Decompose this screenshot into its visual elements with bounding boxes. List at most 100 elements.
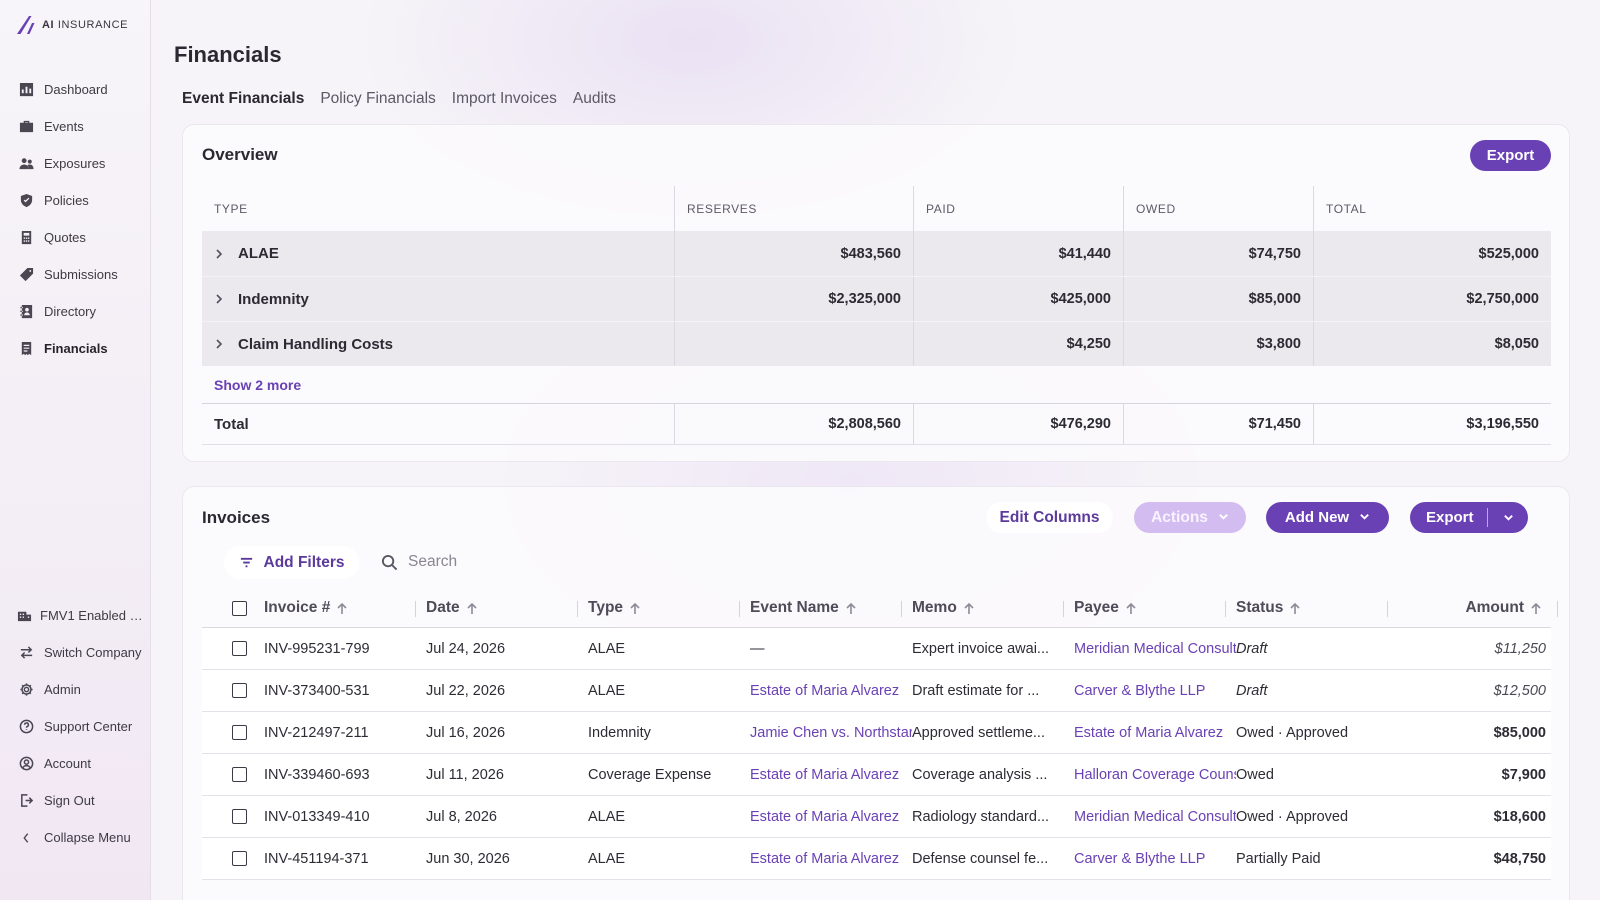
status: Draft xyxy=(1236,682,1268,699)
overview-body: ALAE $483,560 $41,440 $74,750 $525,000 I… xyxy=(202,231,1551,366)
add-filters-label: Add Filters xyxy=(263,553,345,571)
nav-item-directory[interactable]: Directory xyxy=(0,293,150,330)
building-icon xyxy=(16,608,32,624)
table-row[interactable]: INV-339460-693 Jul 11, 2026 Coverage Exp… xyxy=(202,754,1551,796)
table-row[interactable]: INV-212497-211 Jul 16, 2026 Indemnity Ja… xyxy=(202,712,1551,754)
brand-name: AI INSURANCE xyxy=(42,19,129,31)
switch-company-button[interactable]: Switch Company xyxy=(0,634,150,671)
nav-item-dashboard[interactable]: Dashboard xyxy=(0,71,150,108)
overview-type-cell: Indemnity xyxy=(202,277,674,321)
collapse-label: Collapse Menu xyxy=(44,830,131,845)
nav-item-policies[interactable]: Policies xyxy=(0,182,150,219)
column-header-invoice[interactable]: Invoice # xyxy=(264,589,426,627)
column-header-event-name[interactable]: Event Name xyxy=(750,589,912,627)
admin-button[interactable]: Admin xyxy=(0,671,150,708)
overview-owed: $85,000 xyxy=(1123,277,1313,321)
overview-row-claim-handling[interactable]: Claim Handling Costs $4,250 $3,800 $8,05… xyxy=(202,321,1551,366)
nav-item-submissions[interactable]: Submissions xyxy=(0,256,150,293)
row-checkbox[interactable] xyxy=(232,767,247,782)
tab-policy-financials[interactable]: Policy Financials xyxy=(320,90,436,107)
column-header-memo[interactable]: Memo xyxy=(912,589,1074,627)
sign-out-button[interactable]: Sign Out xyxy=(0,782,150,819)
row-checkbox[interactable] xyxy=(232,851,247,866)
overview-row-alae[interactable]: ALAE $483,560 $41,440 $74,750 $525,000 xyxy=(202,231,1551,276)
tab-event-financials[interactable]: Event Financials xyxy=(182,90,305,107)
table-row[interactable]: INV-451194-371 Jun 30, 2026 ALAE Estate … xyxy=(202,838,1551,880)
column-header-date[interactable]: Date xyxy=(426,589,588,627)
total-total: $3,196,550 xyxy=(1313,404,1551,444)
sort-arrow-icon[interactable] xyxy=(1289,602,1301,615)
sort-arrow-icon[interactable] xyxy=(963,602,975,615)
chevron-right-icon[interactable] xyxy=(214,248,228,259)
sort-arrow-icon[interactable] xyxy=(336,602,348,615)
add-new-button[interactable]: Add New xyxy=(1266,502,1389,533)
payee-link[interactable]: Halloran Coverage Counsel xyxy=(1074,766,1236,783)
chevron-right-icon[interactable] xyxy=(214,339,228,349)
sort-arrow-icon[interactable] xyxy=(466,602,478,615)
select-all-checkbox[interactable] xyxy=(232,600,247,616)
sort-arrow-icon[interactable] xyxy=(845,602,857,615)
row-checkbox[interactable] xyxy=(232,725,247,740)
sort-arrow-icon[interactable] xyxy=(629,602,641,615)
payee-link[interactable]: Estate of Maria Alvarez xyxy=(1074,724,1224,741)
overview-total: $8,050 xyxy=(1313,322,1551,366)
status: Partially Paid xyxy=(1236,850,1321,867)
add-filters-button[interactable]: Add Filters xyxy=(224,546,359,579)
overview-export-button[interactable]: Export xyxy=(1470,140,1551,171)
payee-link[interactable]: Meridian Medical Consulting xyxy=(1074,808,1236,825)
support-label: Support Center xyxy=(44,719,133,734)
account-button[interactable]: Account xyxy=(0,745,150,782)
row-select-cell xyxy=(202,809,264,824)
event-name-link[interactable]: Estate of Maria Alvarez xyxy=(750,808,900,825)
overview-total: $525,000 xyxy=(1313,231,1551,276)
nav-item-exposures[interactable]: Exposures xyxy=(0,145,150,182)
nav-item-financials[interactable]: Financials xyxy=(0,330,150,367)
admin-label: Admin xyxy=(44,682,81,697)
overview-owed: $74,750 xyxy=(1123,231,1313,276)
column-header-amount[interactable]: Amount xyxy=(1398,589,1558,627)
switch-arrows-icon xyxy=(18,645,34,661)
status: Draft xyxy=(1236,640,1268,657)
event-name-link[interactable]: Estate of Maria Alvarez xyxy=(750,682,900,699)
overview-row-indemnity[interactable]: Indemnity $2,325,000 $425,000 $85,000 $2… xyxy=(202,276,1551,321)
row-checkbox[interactable] xyxy=(232,683,247,698)
header-label: Type xyxy=(588,599,624,616)
sort-arrow-icon[interactable] xyxy=(1530,602,1542,615)
header-label: Event Name xyxy=(750,599,839,616)
support-center-button[interactable]: Support Center xyxy=(0,708,150,745)
event-name-link[interactable]: Estate of Maria Alvarez xyxy=(750,766,900,783)
tab-import-invoices[interactable]: Import Invoices xyxy=(451,90,557,107)
edit-columns-button[interactable]: Edit Columns xyxy=(986,502,1113,533)
row-checkbox[interactable] xyxy=(232,641,247,656)
invoice-number: INV-995231-799 xyxy=(264,640,370,657)
row-checkbox[interactable] xyxy=(232,809,247,824)
briefcase-icon xyxy=(18,119,34,135)
event-name-link[interactable]: Estate of Maria Alvarez xyxy=(750,850,900,867)
table-row[interactable]: INV-013349-410 Jul 8, 2026 ALAE Estate o… xyxy=(202,796,1551,838)
column-header-type[interactable]: Type xyxy=(588,589,750,627)
event-name-link[interactable]: Jamie Chen vs. Northstar xyxy=(750,724,912,741)
search-input[interactable] xyxy=(408,553,648,571)
payee-link[interactable]: Carver & Blythe LLP xyxy=(1074,682,1206,699)
column-header-status[interactable]: Status xyxy=(1236,589,1398,627)
table-row[interactable]: INV-995231-799 Jul 24, 2026 ALAE — Exper… xyxy=(202,628,1551,670)
column-header-payee[interactable]: Payee xyxy=(1074,589,1236,627)
chevron-right-icon[interactable] xyxy=(214,294,228,304)
nav-item-events[interactable]: Events xyxy=(0,108,150,145)
total-reserves: $2,808,560 xyxy=(674,404,913,444)
collapse-menu-button[interactable]: Collapse Menu xyxy=(0,819,150,856)
export-dropdown-toggle[interactable] xyxy=(1488,512,1528,523)
chart-icon xyxy=(18,82,34,98)
company-selector[interactable]: FMV1 Enabled … xyxy=(0,597,150,634)
payee-link[interactable]: Carver & Blythe LLP xyxy=(1074,850,1206,867)
logo[interactable]: AI INSURANCE xyxy=(16,15,128,35)
show-more-link[interactable]: Show 2 more xyxy=(202,366,1551,404)
actions-button[interactable]: Actions xyxy=(1134,502,1246,533)
row-select-cell xyxy=(202,683,264,698)
invoices-export-button[interactable]: Export xyxy=(1410,502,1528,533)
table-row[interactable]: INV-373400-531 Jul 22, 2026 ALAE Estate … xyxy=(202,670,1551,712)
payee-link[interactable]: Meridian Medical Consulting xyxy=(1074,640,1236,657)
nav-item-quotes[interactable]: Quotes xyxy=(0,219,150,256)
sort-arrow-icon[interactable] xyxy=(1125,602,1137,615)
tab-audits[interactable]: Audits xyxy=(572,90,616,107)
